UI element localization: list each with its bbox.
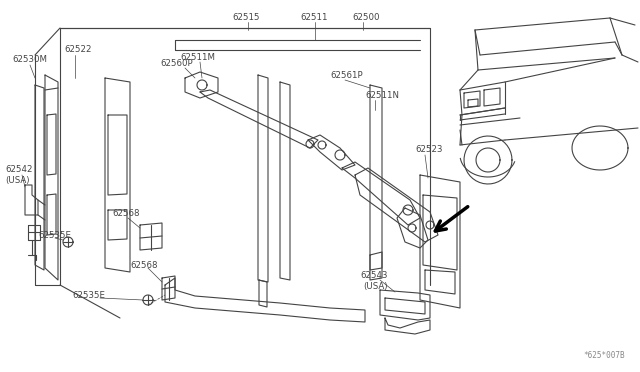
- Text: 62511N: 62511N: [365, 90, 399, 99]
- Text: 62568: 62568: [112, 208, 140, 218]
- Text: 62535E: 62535E: [72, 292, 105, 301]
- Text: 62522: 62522: [64, 45, 92, 55]
- Text: 62511: 62511: [300, 13, 328, 22]
- Text: 62523: 62523: [415, 145, 442, 154]
- Text: 62561P: 62561P: [330, 71, 363, 80]
- Text: 62543: 62543: [360, 272, 387, 280]
- Text: 62530M: 62530M: [12, 55, 47, 64]
- Text: 62568: 62568: [130, 260, 157, 269]
- Text: 62535E: 62535E: [38, 231, 71, 240]
- Text: 62542: 62542: [5, 166, 33, 174]
- Text: 62500: 62500: [352, 13, 380, 22]
- Text: (USA): (USA): [5, 176, 29, 185]
- Text: 62515: 62515: [232, 13, 259, 22]
- Text: *625*007B: *625*007B: [584, 351, 625, 360]
- Text: 62560P: 62560P: [160, 58, 193, 67]
- Text: 62511M: 62511M: [180, 52, 215, 61]
- Text: (USA): (USA): [363, 282, 387, 291]
